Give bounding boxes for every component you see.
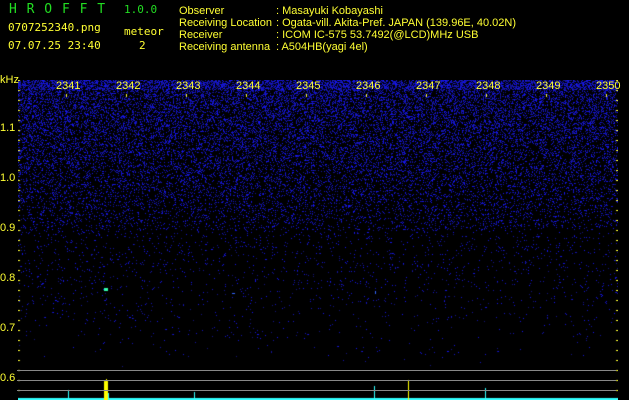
x-tick-label: 2350 — [596, 80, 621, 92]
x-tick-label: 2349 — [536, 80, 561, 92]
x-tick-label: 2347 — [416, 80, 441, 92]
antenna-label: Receiving antenna — [179, 41, 271, 53]
y-tick-label: 0.8 — [0, 272, 16, 284]
meteor-count: 2 — [139, 39, 146, 52]
meteor-label: meteor — [124, 25, 164, 38]
file-datetime: 07.07.25 23:40 — [8, 39, 101, 52]
x-tick-label: 2344 — [236, 80, 261, 92]
y-unit-label: kHz — [0, 74, 19, 86]
app-name: H R O F F T — [9, 2, 107, 17]
app-version: 1.0.0 — [124, 3, 158, 16]
x-tick-label: 2345 — [296, 80, 321, 92]
y-tick-label: 0.9 — [0, 222, 16, 234]
y-tick-label: 1.1 — [0, 122, 16, 134]
threshold-line — [17, 390, 616, 391]
threshold-line — [17, 380, 616, 381]
x-tick-label: 2342 — [116, 80, 141, 92]
x-tick-label: 2343 — [176, 80, 201, 92]
receiver-label: Receiver — [179, 29, 223, 41]
observer-value: : Masayuki Kobayashi — [275, 5, 383, 17]
x-tick-label: 2348 — [476, 80, 501, 92]
file-name: 0707252340.png — [8, 21, 101, 34]
x-tick-label: 2341 — [56, 80, 81, 92]
receiver-value: : ICOM IC-575 53.7492(@LCD)MHz USB — [275, 29, 479, 41]
info-panel: Observer : Masayuki Kobayashi Receiving … — [179, 5, 516, 53]
y-tick-label: 0.6 — [0, 372, 16, 384]
threshold-line — [17, 370, 616, 371]
y-tick-label: 1.0 — [0, 172, 16, 184]
x-tick-label: 2346 — [356, 80, 381, 92]
antenna-value: : A504HB(yagi 4el) — [275, 41, 368, 53]
y-tick-label: 0.7 — [0, 322, 16, 334]
observer-label: Observer — [179, 5, 225, 17]
location-value: : Ogata-vill. Akita-Pref. JAPAN (139.96E… — [275, 17, 517, 29]
spectrogram-waterfall — [18, 80, 618, 400]
location-label: Receiving Location — [179, 17, 272, 29]
